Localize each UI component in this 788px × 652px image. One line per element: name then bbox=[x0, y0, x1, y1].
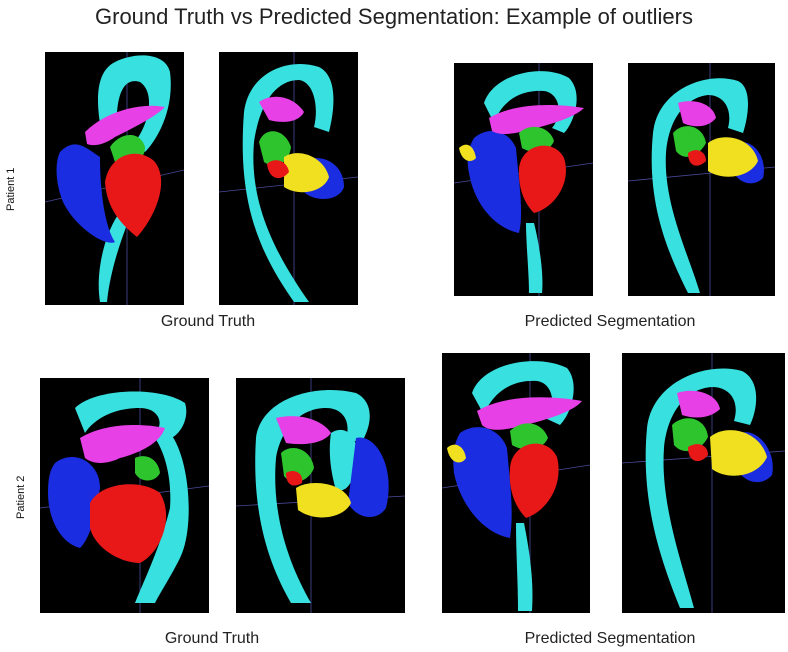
right-atrium-shape bbox=[296, 483, 351, 518]
left-ventricle-shape bbox=[518, 145, 566, 213]
left-ventricle-shape bbox=[105, 153, 162, 237]
aorta-descending-shape bbox=[135, 433, 189, 603]
right-atrium-shape bbox=[710, 430, 767, 476]
left-atrium-shape bbox=[135, 456, 160, 481]
p1-pred-front-view bbox=[454, 63, 593, 296]
aorta-shape bbox=[651, 78, 748, 293]
row-label-patient-1: Patient 1 bbox=[5, 167, 17, 211]
p2-gt-front-view bbox=[40, 378, 209, 613]
right-atrium-shape bbox=[284, 153, 329, 193]
aorta-branch-shape bbox=[329, 429, 357, 491]
left-ventricle-shape bbox=[90, 484, 167, 563]
figure-title: Ground Truth vs Predicted Segmentation: … bbox=[95, 4, 693, 29]
heart-render-p1-gt-side bbox=[219, 52, 358, 305]
pulmonary-shape bbox=[489, 105, 584, 134]
pulmonary-shape bbox=[276, 416, 331, 445]
p2-pred-side-view bbox=[622, 353, 785, 613]
heart-render-p1-pred-front bbox=[454, 63, 593, 296]
p2-pred-caption: Predicted Segmentation bbox=[524, 630, 696, 647]
left-atrium-shape bbox=[672, 418, 708, 452]
heart-render-p2-gt-side bbox=[236, 378, 405, 613]
left-ventricle-shape bbox=[267, 160, 289, 179]
heart-render-p1-gt-front bbox=[45, 52, 184, 305]
aorta-shape bbox=[75, 391, 187, 440]
pulmonary-shape bbox=[80, 425, 165, 463]
aorta-descending-shape bbox=[526, 223, 543, 293]
heart-render-p2-gt-front bbox=[40, 378, 209, 613]
pulmonary-shape bbox=[259, 96, 304, 122]
aorta-shape bbox=[645, 368, 757, 608]
right-ventricle-shape bbox=[48, 457, 100, 548]
row-label-patient-2: Patient 2 bbox=[15, 475, 27, 519]
heart-render-p1-pred-side bbox=[628, 63, 775, 296]
aorta-shape bbox=[484, 71, 577, 133]
pulmonary-shape bbox=[477, 397, 582, 430]
aorta-shape bbox=[472, 361, 574, 425]
right-atrium-shape bbox=[447, 444, 466, 463]
aorta-shape bbox=[242, 64, 334, 302]
right-ventricle-shape bbox=[453, 427, 512, 538]
left-ventricle-shape bbox=[688, 444, 708, 462]
pulmonary-shape bbox=[678, 101, 716, 127]
aorta-shape bbox=[255, 390, 370, 603]
right-atrium-shape bbox=[708, 137, 758, 177]
p1-gt-caption: Ground Truth bbox=[160, 313, 256, 330]
right-ventricle-shape bbox=[348, 437, 389, 518]
left-ventricle-shape bbox=[688, 150, 706, 166]
left-ventricle-shape bbox=[509, 443, 559, 518]
right-atrium-shape bbox=[459, 144, 476, 161]
p1-gt-side-view bbox=[219, 52, 358, 305]
right-ventricle-shape bbox=[56, 144, 115, 243]
p1-gt-front-view bbox=[45, 52, 184, 305]
left-atrium-shape bbox=[673, 126, 706, 157]
p2-gt-side-view bbox=[236, 378, 405, 613]
heart-render-p2-pred-front bbox=[442, 353, 590, 613]
left-ventricle-shape bbox=[286, 471, 303, 486]
aorta-descending-shape bbox=[516, 523, 533, 611]
p2-pred-front-view bbox=[442, 353, 590, 613]
p1-pred-caption: Predicted Segmentation bbox=[524, 313, 696, 330]
p2-gt-caption: Ground Truth bbox=[164, 630, 260, 647]
aorta-descending-shape bbox=[98, 212, 130, 302]
left-atrium-shape bbox=[259, 131, 291, 166]
right-ventricle-shape bbox=[467, 130, 522, 233]
pulmonary-shape bbox=[85, 105, 165, 146]
pulmonary-shape bbox=[677, 390, 720, 418]
heart-render-p2-pred-side bbox=[622, 353, 785, 613]
p1-pred-side-view bbox=[628, 63, 775, 296]
left-atrium-shape bbox=[510, 423, 548, 450]
